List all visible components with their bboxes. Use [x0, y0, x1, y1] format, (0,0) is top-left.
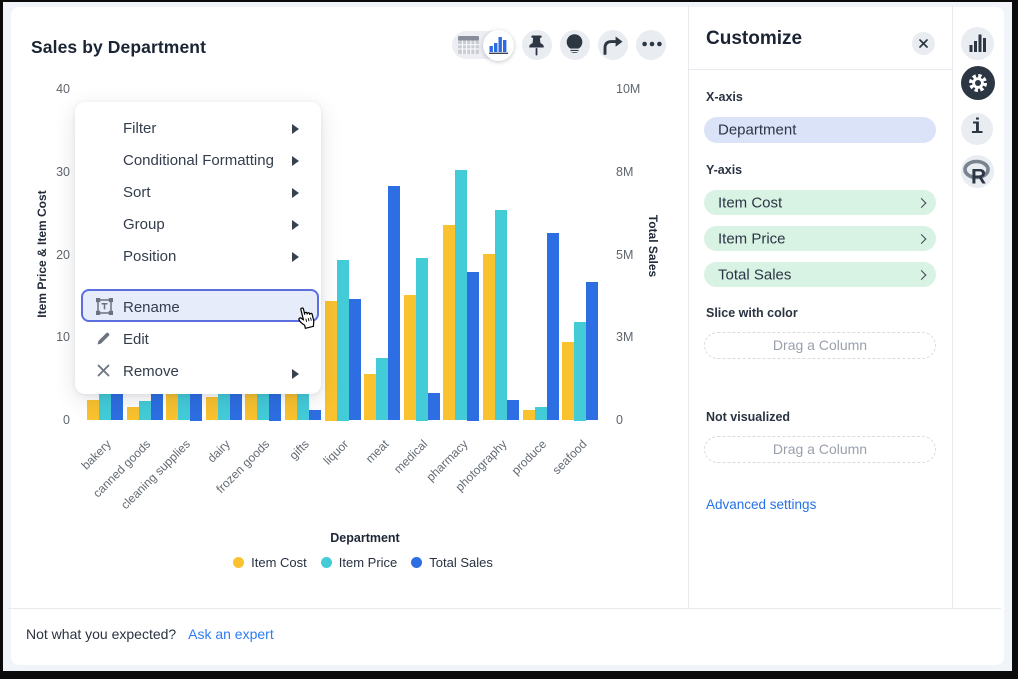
svg-text:R: R: [971, 166, 986, 187]
